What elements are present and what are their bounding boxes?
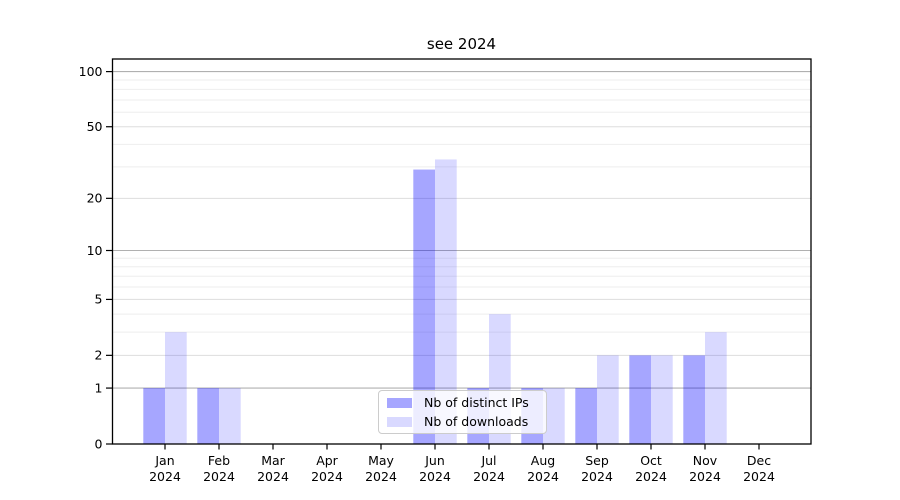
x-tick-label-apr: Apr (316, 453, 338, 468)
x-tick-label-nov: Nov (693, 453, 718, 468)
x-tick-year-mar: 2024 (257, 469, 289, 484)
bar-downloads-aug (543, 388, 565, 444)
x-tick-label-jan: Jan (154, 453, 174, 468)
x-tick-year-aug: 2024 (527, 469, 559, 484)
x-tick-year-jul: 2024 (473, 469, 505, 484)
bar-distinct-ips-jan (143, 388, 165, 444)
legend-label-downloads: Nb of downloads (424, 414, 529, 429)
x-tick-year-jan: 2024 (149, 469, 181, 484)
x-tick-year-feb: 2024 (203, 469, 235, 484)
legend-label-distinct-ips: Nb of distinct IPs (424, 395, 529, 410)
bar-downloads-sep (597, 355, 619, 444)
legend-item-downloads: Nb of downloads (387, 414, 546, 429)
x-tick-year-apr: 2024 (311, 469, 343, 484)
y-tick-label-10: 10 (87, 243, 103, 258)
x-tick-label-aug: Aug (531, 453, 555, 468)
y-tick-label-1: 1 (95, 380, 103, 395)
bar-distinct-ips-sep (575, 388, 597, 444)
bar-downloads-nov (705, 332, 727, 444)
x-tick-label-jul: Jul (480, 453, 496, 468)
x-tick-year-dec: 2024 (743, 469, 775, 484)
bar-distinct-ips-oct (629, 355, 651, 444)
bar-distinct-ips-jun (413, 169, 435, 444)
bar-downloads-jun (435, 159, 457, 444)
bar-downloads-jan (165, 332, 187, 444)
x-tick-label-jun: Jun (424, 453, 445, 468)
y-tick-label-2: 2 (95, 348, 103, 363)
bar-distinct-ips-nov (683, 355, 705, 444)
legend: Nb of distinct IPs Nb of downloads (378, 390, 547, 434)
x-tick-year-may: 2024 (365, 469, 397, 484)
bar-downloads-oct (651, 355, 673, 444)
y-tick-label-50: 50 (87, 119, 103, 134)
bar-distinct-ips-feb (197, 388, 219, 444)
legend-swatch-downloads (387, 416, 412, 427)
x-tick-label-mar: Mar (261, 453, 285, 468)
y-tick-label-100: 100 (79, 64, 103, 79)
x-tick-year-jun: 2024 (419, 469, 451, 484)
x-tick-year-nov: 2024 (689, 469, 721, 484)
bar-downloads-feb (219, 388, 241, 444)
x-tick-label-may: May (368, 453, 394, 468)
chart-title: see 2024 (426, 35, 497, 53)
x-tick-label-feb: Feb (208, 453, 230, 468)
y-tick-label-20: 20 (87, 191, 103, 206)
x-tick-label-oct: Oct (640, 453, 662, 468)
legend-swatch-distinct-ips (387, 397, 412, 408)
x-tick-year-oct: 2024 (635, 469, 667, 484)
y-tick-label-0: 0 (95, 436, 103, 451)
x-tick-label-dec: Dec (747, 453, 771, 468)
x-tick-label-sep: Sep (585, 453, 609, 468)
legend-item-distinct-ips: Nb of distinct IPs (387, 395, 546, 410)
plot-border (111, 58, 812, 445)
y-tick-label-5: 5 (95, 292, 103, 307)
x-tick-year-sep: 2024 (581, 469, 613, 484)
